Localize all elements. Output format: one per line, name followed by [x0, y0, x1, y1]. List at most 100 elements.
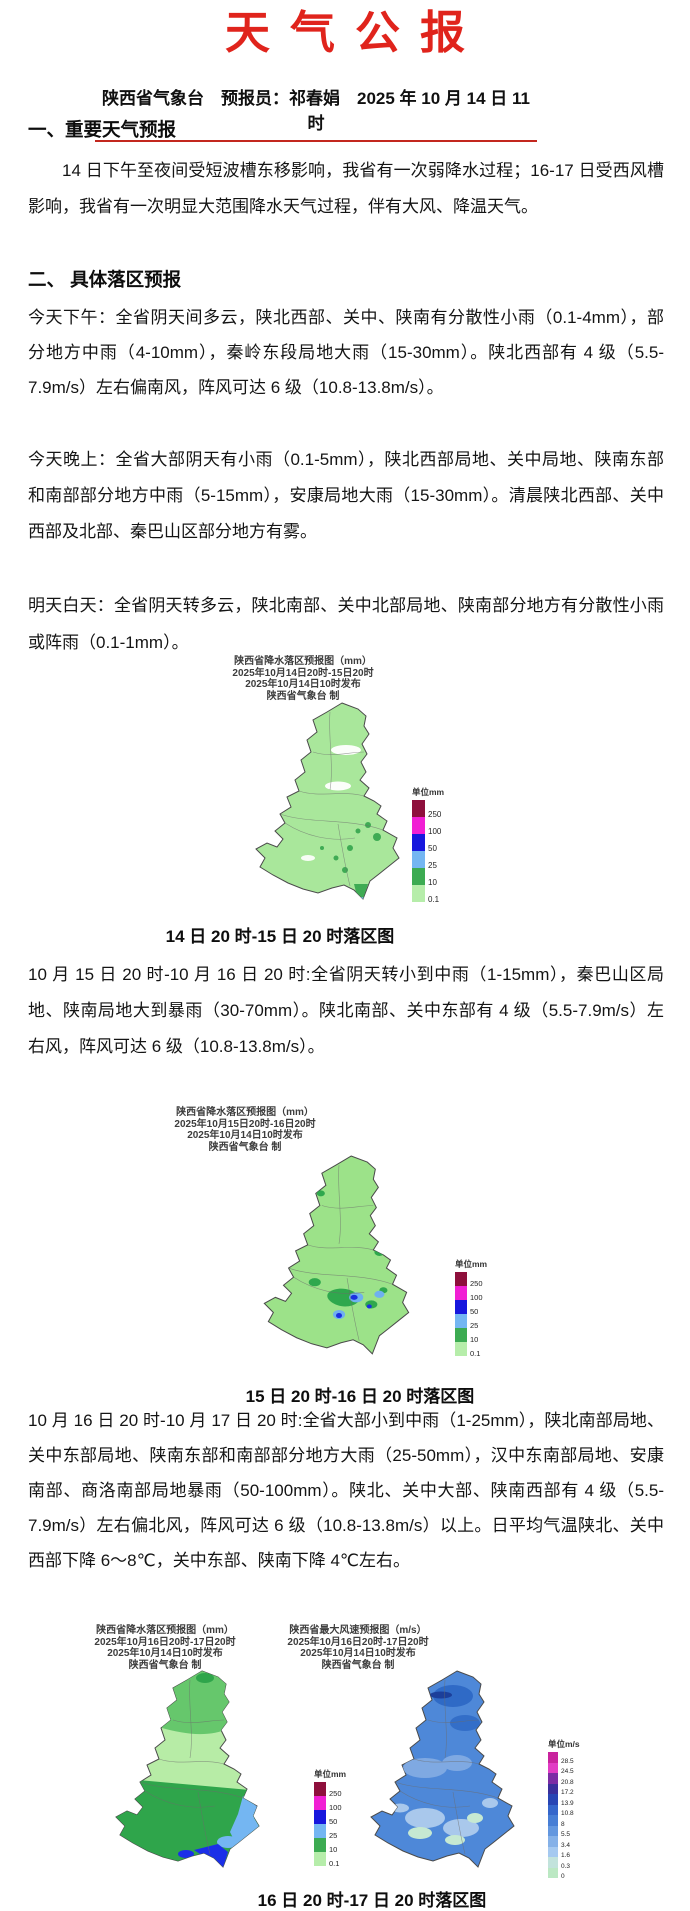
legend-title: 单位mm — [314, 1769, 347, 1779]
legend-value: 0.1 — [470, 1349, 481, 1358]
legend-item: 25 — [314, 1824, 346, 1840]
legend-item: 17.2 — [548, 1783, 580, 1796]
legend-swatch — [548, 1752, 558, 1763]
legend-item: 25 — [455, 1314, 487, 1330]
legend-item: 50 — [412, 834, 444, 853]
legend-value: 1.6 — [561, 1852, 571, 1859]
legend-scale: 250 100 50 25 10 0.1 — [455, 1272, 487, 1358]
legend-value: 5.5 — [561, 1831, 571, 1838]
paragraph-important-weather: 14 日下午至夜间受短波槽东移影响，我省有一次弱降水过程；16-17 日受西风槽… — [28, 161, 664, 216]
map3-header-line: 2025年10月14日10时发布 — [107, 1648, 223, 1659]
legend-value: 100 — [329, 1803, 342, 1812]
legend-swatch — [548, 1783, 558, 1794]
paragraph-day16-17: 10 月 16 日 20 时-10 月 17 日 20 时:全省大部小到中雨（1… — [28, 1411, 664, 1570]
legend-item: 100 — [455, 1286, 487, 1302]
legend-swatch — [455, 1314, 467, 1328]
paragraph-tomorrow: 明天白天：全省阴天转多云，陕北南部、关中北部局地、陕南部分地方有分散性小雨或阵雨… — [28, 596, 664, 652]
legend-value: 10 — [329, 1845, 338, 1854]
paragraph-day15-16: 10 月 15 日 20 时-10 月 16 日 20 时:全省阴天转小到中雨（… — [28, 965, 664, 1056]
legend-swatch — [412, 868, 425, 885]
legend-value: 25 — [428, 861, 437, 870]
legend-swatch — [314, 1824, 326, 1838]
legend-swatch — [548, 1857, 558, 1868]
map4-header-line: 陕西省气象台 制 — [321, 1659, 395, 1671]
legend-value: 250 — [428, 810, 442, 819]
legend-item: 100 — [412, 817, 444, 836]
map1-header-line: 2025年10月14日20时-15日20时 — [232, 667, 374, 679]
map4-header-line: 2025年10月16日20时-17日20时 — [287, 1636, 429, 1648]
legend-swatch — [548, 1794, 558, 1805]
legend-swatch — [548, 1804, 558, 1815]
legend-value: 10.8 — [561, 1810, 574, 1817]
legend-swatch — [314, 1810, 326, 1824]
map1-header-line: 陕西省气象台 制 — [266, 690, 340, 702]
legend-value: 100 — [428, 827, 442, 836]
legend-item: 3.4 — [548, 1836, 580, 1849]
legend-swatch — [314, 1782, 326, 1796]
precip-map-14-15 — [255, 702, 400, 900]
legend-value: 50 — [428, 844, 437, 853]
paragraph-this-afternoon: 今天下午：全省阴天间多云，陕北西部、关中、陕南有分散性小雨（0.1-4mm），部… — [28, 308, 664, 397]
precip-map-16-17 — [115, 1670, 260, 1868]
map3-header: 陕西省降水落区预报图（mm） 2025年10月16日20时-17日20时 202… — [65, 1625, 265, 1671]
map1-header-line: 陕西省降水落区预报图（mm） — [234, 656, 372, 667]
legend-item: 50 — [314, 1810, 346, 1826]
byline: 陕西省气象台 预报员：祁春娟 2025 年 10 月 14 日 11 时 — [95, 84, 537, 142]
legend-scale: 250 100 50 25 10 0.1 — [412, 800, 444, 904]
legend-value: 17.2 — [561, 1789, 574, 1796]
legend-swatch — [314, 1796, 326, 1810]
legend-item: 0.1 — [412, 885, 444, 904]
legend-value: 20.8 — [561, 1778, 574, 1786]
legend-value: 24.5 — [561, 1768, 574, 1775]
legend-item: 10 — [455, 1328, 487, 1344]
legend-value: 13.9 — [561, 1799, 574, 1807]
wind-map-16-17 — [370, 1670, 515, 1868]
legend-swatch — [412, 851, 425, 868]
precip-legend: 单位mm 250 100 50 25 10 0.1 — [455, 1258, 487, 1358]
legend-swatch — [455, 1286, 467, 1300]
legend-value: 100 — [470, 1293, 483, 1302]
legend-swatch — [455, 1342, 467, 1356]
legend-item: 250 — [455, 1272, 487, 1288]
legend-value: 50 — [329, 1817, 338, 1826]
legend-item: 10 — [314, 1838, 346, 1854]
legend-swatch — [548, 1836, 558, 1847]
legend-swatch — [412, 817, 425, 834]
precip-legend: 单位mm 250 100 50 25 10 0.1 — [412, 786, 445, 904]
map2-header-line: 陕西省气象台 制 — [208, 1141, 282, 1153]
legend-item: 10 — [412, 868, 444, 887]
legend-item: 250 — [314, 1782, 346, 1798]
legend-item: 1.6 — [548, 1846, 580, 1859]
legend-item: 0 — [548, 1867, 580, 1880]
legend-item: 25 — [412, 851, 444, 870]
map4-header-line: 陕西省最大风速预报图（m/s） — [289, 1625, 427, 1636]
map1-header-line: 2025年10月14日10时发布 — [245, 679, 361, 690]
precip-legend: 单位mm 250 100 50 25 10 0.1 — [314, 1768, 347, 1868]
legend-value: 3.4 — [561, 1841, 571, 1849]
legend-value: 28.5 — [561, 1757, 574, 1765]
legend-swatch — [548, 1773, 558, 1784]
page-title: 天气公报 — [224, 7, 485, 58]
legend-item: 50 — [455, 1300, 487, 1316]
legend-swatch — [548, 1825, 558, 1836]
legend-value: 0 — [561, 1873, 565, 1880]
legend-title: 单位m/s — [548, 1739, 580, 1749]
legend-value: 250 — [470, 1279, 483, 1288]
map1-caption: 14 日 20 时-15 日 20 时落区图 — [165, 927, 395, 946]
section-heading-1: 一、重要天气预报 — [28, 119, 177, 140]
legend-value: 10 — [470, 1335, 479, 1344]
legend-swatch — [548, 1762, 558, 1773]
legend-value: 0.3 — [561, 1862, 571, 1870]
legend-item: 0.1 — [455, 1342, 487, 1358]
map3-header-line: 2025年10月16日20时-17日20时 — [94, 1636, 236, 1648]
legend-swatch — [314, 1838, 326, 1852]
legend-item: 100 — [314, 1796, 346, 1812]
legend-value: 0.1 — [428, 895, 440, 904]
legend-value: 10 — [428, 878, 437, 887]
legend-swatch — [412, 834, 425, 851]
legend-scale: 28.5 24.5 20.8 17.2 13.9 10.8 8 5.5 3.4 1.6 0.3 0 — [548, 1752, 580, 1880]
legend-item: 8 — [548, 1815, 580, 1828]
legend-value: 25 — [329, 1831, 338, 1840]
legend-title: 单位mm — [412, 787, 445, 797]
